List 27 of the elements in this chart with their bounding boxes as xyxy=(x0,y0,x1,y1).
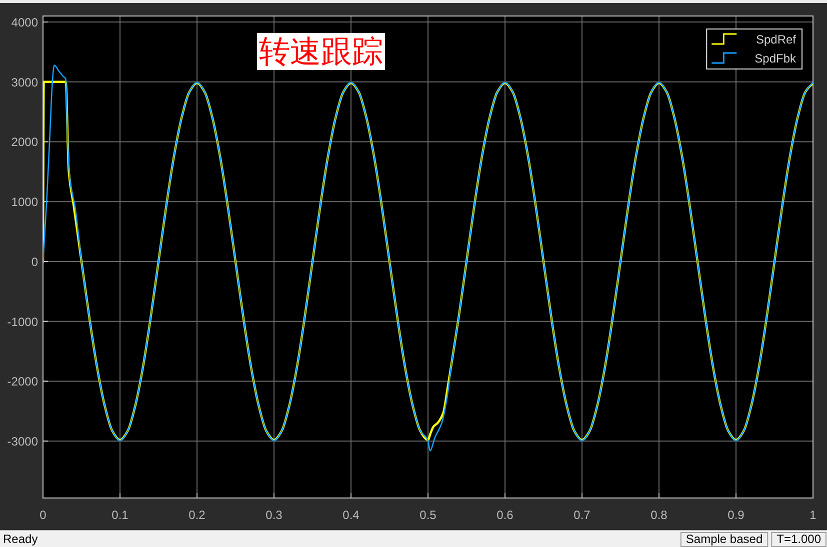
status-text: T=1.000 xyxy=(771,532,826,547)
legend-label: SpdRef xyxy=(756,32,797,46)
legend-item: SpdRef xyxy=(712,32,796,46)
y-tick-label: -1000 xyxy=(7,314,38,329)
status-text: Sample based xyxy=(680,532,768,547)
legend-item: SpdFbk xyxy=(712,52,796,66)
x-tick-label: 0.7 xyxy=(574,508,591,522)
x-tick-label: 0 xyxy=(40,508,47,522)
y-tick-label: -2000 xyxy=(7,374,38,389)
y-tick-label: -3000 xyxy=(7,434,38,449)
status-text: Ready xyxy=(3,532,38,546)
x-tick-label: 0.4 xyxy=(342,508,360,522)
x-tick-label: 0.2 xyxy=(188,508,206,522)
x-tick-label: 0.8 xyxy=(650,508,668,522)
legend-label: SpdFbk xyxy=(754,52,797,66)
x-tick-label: 0.6 xyxy=(496,508,514,522)
y-tick-label: 3000 xyxy=(11,75,38,90)
x-tick-label: 1 xyxy=(810,508,817,522)
x-tick-label: 0.1 xyxy=(112,508,129,522)
x-tick-label: 0.3 xyxy=(266,508,283,522)
y-tick-label: 1000 xyxy=(11,195,38,210)
x-tick-label: 0.5 xyxy=(420,508,437,522)
title: 转速跟踪 xyxy=(256,33,385,70)
x-tick-label: 0.9 xyxy=(728,508,745,522)
y-tick-label: 0 xyxy=(31,254,38,269)
y-tick-label: 4000 xyxy=(11,15,38,30)
y-tick-label: 2000 xyxy=(11,135,38,150)
